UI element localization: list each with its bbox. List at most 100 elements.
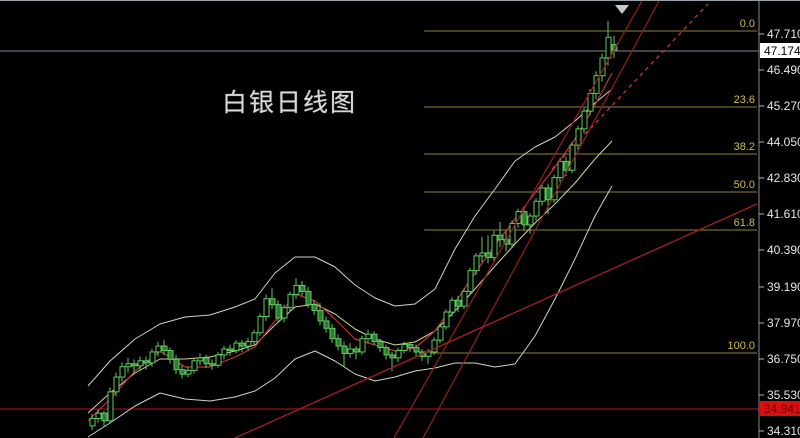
- candlestick: [221, 348, 228, 356]
- candlestick: [479, 252, 486, 257]
- candlestick: [539, 187, 546, 202]
- candlestick: [251, 332, 258, 343]
- fib-level-label: 38.2: [734, 141, 755, 153]
- candlestick: [473, 255, 480, 272]
- ma-fast-line: [87, 72, 613, 422]
- candlestick: [125, 363, 132, 368]
- trendline-steep-2: [422, 1, 660, 438]
- candlestick: [557, 160, 564, 179]
- candlestick: [227, 348, 234, 351]
- candlestick: [587, 92, 594, 112]
- candlestick: [149, 351, 156, 364]
- candlestick: [431, 339, 438, 353]
- candlestick: [461, 290, 468, 307]
- candlestick: [203, 357, 210, 365]
- candlestick: [485, 252, 492, 258]
- candlestick: [347, 348, 354, 354]
- candlestick: [305, 290, 312, 306]
- candlestick: [329, 327, 336, 340]
- candlestick: [533, 200, 540, 217]
- trendline-dashed: [551, 3, 709, 170]
- candlestick: [467, 270, 474, 292]
- candlestick: [311, 304, 318, 312]
- candlestick: [407, 344, 414, 349]
- candlestick: [257, 315, 264, 334]
- axis-price-label: 46.490: [767, 63, 800, 77]
- candlestick: [173, 358, 180, 371]
- candlestick: [131, 363, 138, 367]
- axis-price-label: 40.390: [767, 243, 800, 257]
- candlestick: [581, 110, 588, 130]
- fib-level-label: 61.8: [734, 217, 755, 229]
- candlestick: [245, 341, 252, 347]
- current-price-badge: [760, 43, 800, 58]
- candlestick: [527, 215, 534, 226]
- candlestick: [167, 349, 174, 360]
- candlestick: [383, 347, 390, 356]
- candlestick: [113, 376, 120, 393]
- candlestick: [239, 342, 246, 347]
- axis-price-label: 44.050: [767, 135, 800, 149]
- candlestick: [455, 299, 462, 307]
- alert-price-badge: [760, 401, 800, 416]
- alert-price-value: 34.941: [764, 402, 800, 416]
- candlestick: [389, 354, 396, 359]
- fib-level-label: 50.0: [734, 179, 755, 191]
- candlestick: [443, 311, 450, 328]
- candlestick: [323, 320, 330, 329]
- candlestick: [521, 211, 528, 226]
- candlestick: [491, 234, 498, 258]
- candlestick: [545, 187, 552, 201]
- candlestick: [287, 293, 294, 309]
- candlestick: [101, 412, 108, 422]
- chart-title: 白银日线图: [222, 90, 358, 117]
- candlestick: [155, 345, 162, 353]
- candlestick: [281, 307, 288, 319]
- fib-level-label: 23.6: [734, 94, 755, 106]
- axis-price-label: 47.710: [767, 27, 800, 41]
- candlestick: [185, 370, 192, 375]
- candlestick: [317, 310, 324, 322]
- current-price-value: 47.174: [764, 44, 800, 58]
- candlestick: [341, 345, 348, 354]
- candlestick: [497, 234, 504, 241]
- axis-price-label: 45.270: [767, 99, 800, 113]
- candlestick: [371, 333, 378, 343]
- candlestick: [359, 338, 366, 353]
- candlestick: [95, 412, 102, 419]
- candlestick: [401, 344, 408, 351]
- candlestick: [143, 360, 150, 364]
- candlestick: [161, 345, 168, 351]
- candlestick: [437, 326, 444, 341]
- candlestick: [413, 347, 420, 353]
- fib-level-label: 0.0: [740, 18, 755, 30]
- candlestick: [179, 369, 186, 375]
- candlestick: [605, 36, 612, 59]
- candlestick: [395, 349, 402, 359]
- candlestick: [275, 304, 282, 319]
- candlestick: [377, 341, 384, 349]
- candlestick: [137, 360, 144, 367]
- candlestick: [233, 342, 240, 351]
- fib-level-label: 100.0: [727, 340, 755, 352]
- candlestick: [107, 391, 114, 422]
- axis-price-label: 41.610: [767, 207, 800, 221]
- axis-price-label: 35.530: [767, 388, 800, 402]
- candlestick: [215, 354, 222, 366]
- candlestick: [293, 284, 300, 295]
- axis-price-label: 42.830: [767, 171, 800, 185]
- candlestick: [191, 360, 198, 372]
- bollinger-middle-line: [87, 140, 613, 414]
- candlestick: [299, 284, 306, 292]
- axis-price-label: 37.970: [767, 316, 800, 330]
- candlestick: [197, 357, 204, 362]
- candlestick: [365, 333, 372, 340]
- candlestick: [89, 417, 96, 427]
- triangle-down-marker: [615, 5, 629, 14]
- axis-price-label: 34.310: [767, 424, 800, 438]
- axis-price-label: 36.750: [767, 352, 800, 366]
- candlestick: [119, 366, 126, 378]
- bollinger-lower-line: [87, 185, 613, 438]
